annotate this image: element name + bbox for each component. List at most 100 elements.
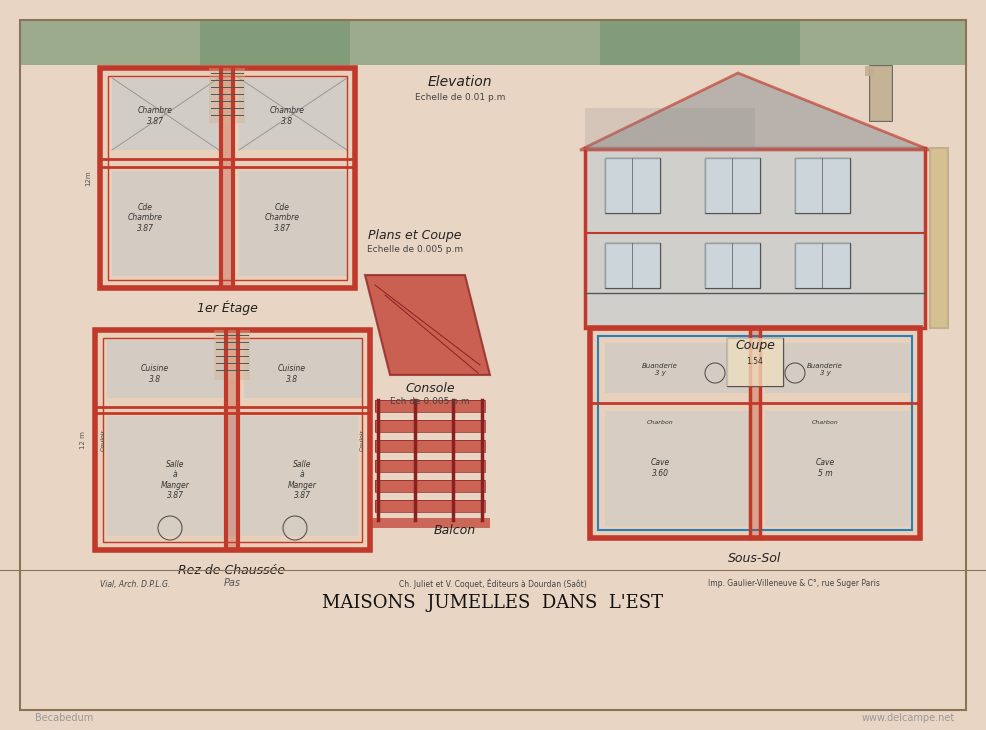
Text: Chambre
3.8: Chambre 3.8 (269, 107, 305, 126)
Bar (727, 338, 783, 386)
Text: Chambre
3.87: Chambre 3.87 (137, 107, 173, 126)
Bar (765, 343, 910, 393)
Bar (600, 20, 800, 65)
Text: Cde
Chambre
3.87: Cde Chambre 3.87 (127, 203, 163, 233)
Bar (795, 243, 850, 288)
Text: Echelle de 0.005 p.m: Echelle de 0.005 p.m (367, 245, 463, 255)
Text: Plans et Coupe: Plans et Coupe (368, 228, 461, 242)
Bar (795, 243, 850, 288)
Bar (605, 243, 660, 288)
Bar (100, 68, 355, 288)
Text: Cave
3.60: Cave 3.60 (651, 458, 669, 477)
Text: MAISONS  JUMELLES  DANS  L'EST: MAISONS JUMELLES DANS L'EST (322, 594, 664, 612)
Text: Couloir: Couloir (101, 429, 106, 451)
Bar (870, 66, 892, 121)
Text: Coupe: Coupe (735, 339, 775, 353)
Polygon shape (365, 275, 490, 375)
Bar (244, 340, 362, 398)
Bar (750, 328, 760, 538)
Bar (705, 243, 760, 288)
Text: Buanderie
3 y: Buanderie 3 y (808, 364, 843, 377)
Text: Elevation: Elevation (428, 75, 492, 89)
Bar (100, 68, 355, 288)
Text: Cuisine
3.8: Cuisine 3.8 (278, 364, 306, 384)
Bar (605, 243, 660, 288)
Bar (108, 76, 347, 280)
Bar (375, 460, 485, 472)
Bar (598, 336, 912, 530)
Bar (727, 338, 783, 386)
Bar (209, 68, 245, 123)
Text: Cde
Chambre
3.87: Cde Chambre 3.87 (264, 203, 300, 233)
Bar (375, 400, 485, 412)
Text: Sous-Sol: Sous-Sol (729, 551, 782, 564)
Bar (221, 68, 233, 288)
Text: Charbon: Charbon (811, 420, 838, 426)
Bar (375, 420, 485, 432)
Text: Echelle de 0.01 p.m: Echelle de 0.01 p.m (415, 93, 505, 101)
Text: Cuisine
3.8: Cuisine 3.8 (141, 364, 169, 384)
Bar (605, 343, 750, 393)
Text: Ech de 0.005 p.m: Ech de 0.005 p.m (390, 398, 469, 407)
Bar (375, 440, 485, 452)
Bar (605, 411, 750, 526)
Bar (585, 148, 925, 328)
Text: Rez de Chaussée: Rez de Chaussée (178, 564, 286, 577)
Bar (20, 20, 966, 65)
Bar (226, 330, 238, 550)
Bar (95, 330, 370, 550)
Bar (370, 518, 490, 528)
Text: 12m: 12m (85, 170, 91, 186)
Text: Imp. Gaulier-Villeneuve & C°, rue Suger Paris: Imp. Gaulier-Villeneuve & C°, rue Suger … (708, 580, 880, 588)
Text: 1.54: 1.54 (746, 358, 763, 366)
Bar (870, 66, 892, 121)
Bar (705, 158, 760, 213)
Bar (930, 148, 948, 328)
Bar (95, 330, 370, 550)
Bar (239, 171, 347, 276)
Bar (795, 158, 850, 213)
Bar (200, 20, 350, 65)
Bar (585, 108, 755, 150)
Text: Balcon: Balcon (434, 523, 476, 537)
Text: Charbon: Charbon (647, 420, 673, 426)
Bar (605, 158, 660, 213)
Bar (375, 480, 485, 492)
Text: Ch. Juliet et V. Coquet, Éditeurs à Dourdan (Saôt): Ch. Juliet et V. Coquet, Éditeurs à Dour… (399, 579, 587, 589)
Text: www.delcampe.net: www.delcampe.net (862, 713, 955, 723)
Bar (585, 148, 925, 328)
Polygon shape (580, 73, 930, 150)
Bar (107, 416, 358, 536)
Text: 1er Étage: 1er Étage (196, 301, 257, 315)
Bar (107, 340, 224, 398)
Bar (214, 330, 250, 380)
Bar (605, 158, 660, 213)
Text: Salle
à
Manger
3.87: Salle à Manger 3.87 (161, 460, 189, 500)
Bar (865, 66, 873, 76)
Bar (765, 411, 910, 526)
Bar (705, 158, 760, 213)
Text: Salle
à
Manger
3.87: Salle à Manger 3.87 (288, 460, 317, 500)
Text: 12 m: 12 m (80, 431, 86, 449)
Bar (590, 328, 920, 538)
Bar (239, 78, 347, 150)
Bar (375, 440, 485, 452)
Text: Vial, Arch. D.P.L.G.: Vial, Arch. D.P.L.G. (100, 580, 171, 588)
Bar (375, 460, 485, 472)
Text: Couloir: Couloir (360, 429, 365, 451)
Bar (705, 243, 760, 288)
Bar (375, 500, 485, 512)
Bar (375, 420, 485, 432)
Bar (103, 338, 362, 542)
Bar (375, 480, 485, 492)
Bar (112, 171, 219, 276)
Text: Pas: Pas (224, 578, 241, 588)
Text: Buanderie
3 y: Buanderie 3 y (642, 364, 678, 377)
Bar (112, 78, 219, 150)
Bar (590, 328, 920, 538)
Text: Console: Console (405, 382, 455, 394)
Text: Becabedum: Becabedum (35, 713, 94, 723)
Text: Cave
5 m: Cave 5 m (815, 458, 834, 477)
Bar (375, 400, 485, 412)
Bar (795, 158, 850, 213)
